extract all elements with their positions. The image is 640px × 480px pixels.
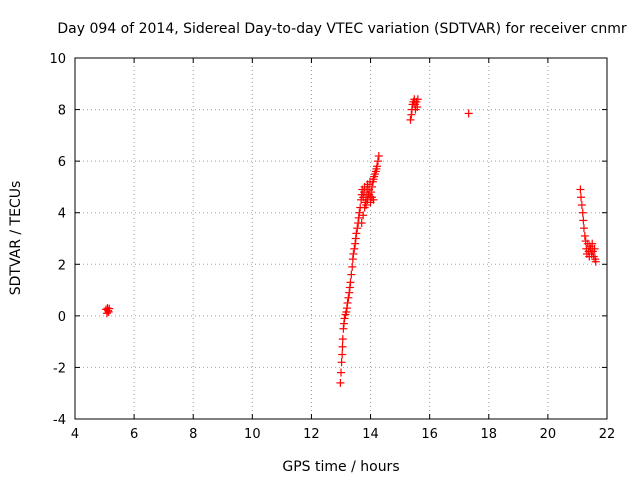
y-tick-label: 0 — [58, 310, 66, 325]
data-point — [343, 298, 352, 307]
data-point — [337, 368, 345, 377]
y-tick-label: -2 — [53, 361, 66, 376]
data-point — [337, 358, 346, 367]
data-point — [348, 262, 357, 271]
data-point — [576, 185, 585, 194]
data-point — [349, 249, 358, 258]
data-point — [373, 162, 382, 171]
x-tick-label: 8 — [189, 427, 197, 442]
data-point — [338, 350, 347, 359]
data-point — [347, 270, 356, 279]
x-tick-label: 6 — [130, 427, 138, 442]
x-tick-label: 20 — [540, 427, 557, 442]
grid-layer — [75, 58, 607, 419]
y-tick-label: 6 — [58, 155, 66, 170]
y-tick-label: -4 — [53, 413, 66, 428]
data-point — [369, 195, 378, 204]
x-tick-label: 16 — [421, 427, 438, 442]
x-tick-label: 14 — [362, 427, 379, 442]
data-point — [588, 239, 597, 248]
data-point — [352, 229, 361, 238]
y-tick-label: 2 — [58, 258, 66, 273]
data-point — [580, 231, 589, 240]
data-point — [353, 224, 362, 233]
data-point — [338, 342, 347, 351]
data-point — [346, 278, 355, 287]
data-point — [344, 293, 353, 302]
x-tick-label: 18 — [481, 427, 498, 442]
data-point — [340, 314, 349, 323]
data-points — [102, 95, 600, 387]
data-point — [413, 102, 422, 111]
data-point — [368, 182, 377, 191]
data-point — [105, 304, 114, 313]
chart-title: Day 094 of 2014, Sidereal Day-to-day VTE… — [57, 21, 626, 37]
data-point — [413, 95, 422, 104]
x-axis-label: GPS time / hours — [282, 459, 399, 475]
x-tick-label: 10 — [244, 427, 261, 442]
data-point — [362, 200, 371, 209]
data-point — [576, 193, 585, 202]
y-tick-label: 4 — [58, 207, 66, 222]
data-point — [590, 244, 599, 253]
data-point — [591, 257, 600, 266]
data-point — [350, 244, 359, 253]
x-tick-label: 22 — [599, 427, 616, 442]
x-tick-label: 4 — [71, 427, 79, 442]
plot-frame — [74, 57, 608, 420]
data-point — [357, 219, 366, 228]
data-point — [373, 157, 382, 166]
data-point — [336, 378, 345, 387]
y-tick-label: 8 — [58, 104, 66, 119]
data-point — [338, 335, 347, 344]
data-point — [577, 200, 586, 209]
data-point — [579, 216, 588, 225]
data-point — [359, 211, 368, 220]
x-tick-label: 12 — [303, 427, 320, 442]
data-point — [464, 109, 473, 118]
data-point — [578, 208, 587, 217]
data-point — [374, 151, 383, 160]
data-point — [579, 224, 588, 233]
tick-layer: 4 6 8 10 12 14 16 18 20 22 -4 -2 0 2 4 6 8 10 — [49, 52, 615, 442]
y-axis-label: SDTVAR / TECUs — [8, 181, 24, 296]
y-tick-label: 10 — [49, 52, 66, 67]
data-point — [406, 115, 415, 124]
